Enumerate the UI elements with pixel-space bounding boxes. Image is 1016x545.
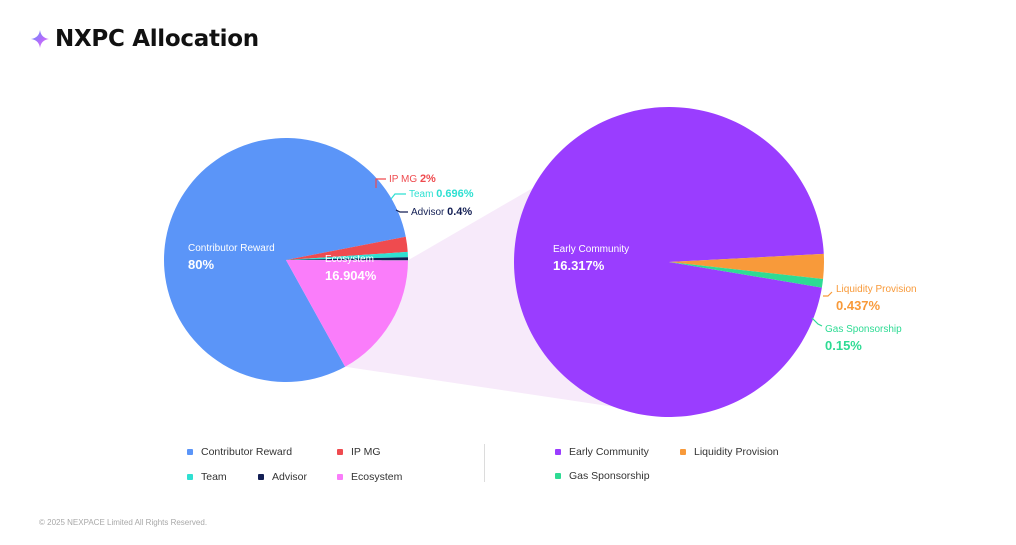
legend-item-advisor: Advisor	[258, 471, 307, 483]
title-block: NXPC Allocation	[31, 26, 259, 52]
slice-early-community	[513, 107, 824, 418]
label-ecosystem-name: Ecosystem	[325, 254, 374, 265]
leader-line-advisor	[395, 209, 408, 213]
legend-label: Contributor Reward	[201, 446, 293, 458]
legend-label: Liquidity Provision	[694, 446, 779, 458]
legend-item-ecosystem: Ecosystem	[337, 471, 402, 483]
label-ip-mg: IP MG 2%	[389, 173, 436, 185]
legend-item-team: Team	[187, 471, 227, 483]
leader-line-ip-mg	[375, 178, 386, 188]
label-early-community-name: Early Community	[553, 244, 629, 255]
slice-advisor	[286, 257, 408, 261]
label-early-community-value: 16.317%	[553, 258, 605, 273]
copyright: © 2025 NEXPACE Limited All Rights Reserv…	[39, 518, 208, 527]
legend-label: Gas Sponsorship	[569, 470, 650, 482]
slice-ecosystem	[286, 260, 408, 367]
legend-label: Team	[201, 471, 227, 483]
legend-swatch	[555, 473, 561, 479]
label-gas-sponsorship-name: Gas Sponsorship	[825, 324, 902, 335]
slice-ip-mg	[286, 236, 408, 260]
legend-swatch	[337, 449, 343, 455]
label-advisor: Advisor 0.4%	[411, 206, 472, 218]
legend-item-contributor-reward: Contributor Reward	[187, 446, 292, 458]
legend-label: Ecosystem	[351, 471, 403, 483]
slice-team	[286, 251, 408, 260]
legend-label: IP MG	[351, 446, 381, 458]
slice-liquidity-provision	[669, 253, 824, 280]
label-ecosystem-value: 16.904%	[325, 268, 377, 283]
label-liquidity-provision-name: Liquidity Provision	[836, 284, 917, 295]
legend-item-liquidity-provision: Liquidity Provision	[680, 446, 779, 458]
legend-item-ip-mg: IP MG	[337, 446, 381, 458]
legend-swatch	[555, 449, 561, 455]
slice-gas-sponsorship	[669, 262, 824, 288]
leader-line-gas-sponsorship	[811, 317, 823, 327]
slice-contributor-reward	[163, 137, 406, 382]
legend-item-early-community: Early Community	[555, 446, 649, 458]
slice-labels: Contributor Reward 80% Ecosystem 16.904% Ear…	[188, 173, 917, 353]
legend-swatch	[337, 474, 343, 480]
legend-divider	[484, 444, 485, 482]
legend-label: Early Community	[569, 446, 649, 458]
label-contributor-reward-value: 80%	[188, 257, 214, 272]
label-contributor-reward-name: Contributor Reward	[188, 243, 275, 254]
sparkle-icon	[31, 30, 49, 48]
leader-line-liquidity-provision	[823, 291, 833, 297]
leader-line-team	[390, 193, 406, 200]
legend-swatch	[187, 449, 193, 455]
legend-label: Advisor	[272, 471, 308, 483]
right-pie	[513, 107, 824, 418]
left-pie	[163, 137, 408, 382]
legend-swatch	[258, 474, 264, 480]
label-gas-sponsorship-value: 0.15%	[825, 338, 862, 353]
page-title: NXPC Allocation	[55, 26, 259, 52]
label-liquidity-provision-value: 0.437%	[836, 298, 881, 313]
legend-swatch	[187, 474, 193, 480]
label-team: Team 0.696%	[409, 188, 474, 200]
legend-swatch	[680, 449, 686, 455]
legend-item-gas-sponsorship: Gas Sponsorship	[555, 470, 650, 482]
